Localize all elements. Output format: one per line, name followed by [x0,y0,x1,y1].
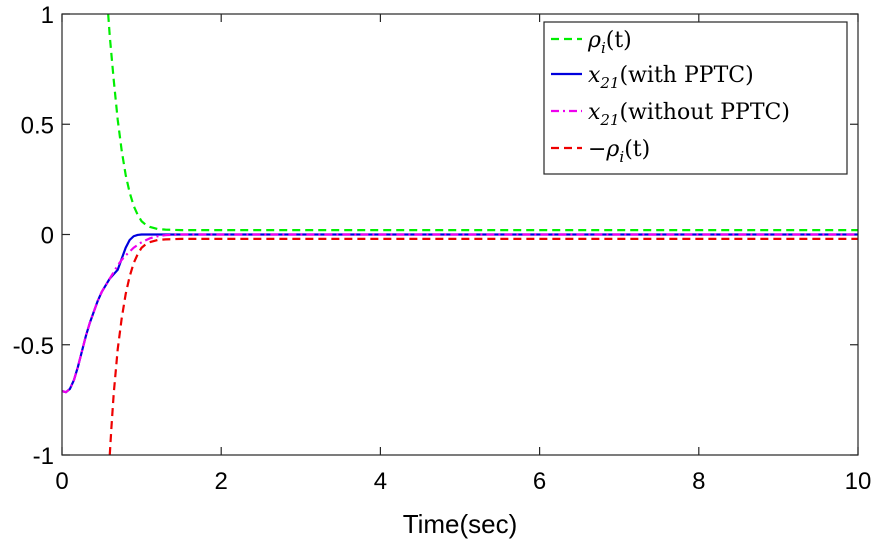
series-group [62,14,858,455]
series-line-x21_without [62,233,858,394]
legend-box [543,21,848,175]
x-tick-label: 8 [692,468,705,495]
x-tick-label: 6 [533,468,546,495]
x-tick-label: 2 [215,468,228,495]
y-tick-label: 1 [41,2,54,29]
legend-label-x21_with: x21(with PPTC) [588,63,754,92]
y-tick-label: 0 [41,223,54,250]
x-axis-title: Time(sec) [403,509,518,539]
x-tick-label: 10 [845,468,872,495]
legend: ρi(t) x21(with PPTC) x21(without PPTC) −ρi(… [543,21,848,175]
y-tick-label: 0.5 [21,112,54,139]
legend-label-neg_rho: −ρi(t) [588,137,650,166]
series-line-neg_rho [108,237,858,455]
y-tick-label: -0.5 [13,333,54,360]
x-tick-label: 4 [374,468,387,495]
legend-label-rho: ρi(t) [587,28,632,57]
tick-labels: 0 2 4 6 8 10 -1 -0.5 0 0.5 1 [13,2,872,495]
series-line-rho [107,14,858,232]
y-tick-label: -1 [33,443,54,470]
legend-label-x21_without: x21(without PPTC) [588,100,790,129]
x-tick-label: 0 [55,468,68,495]
plot-frame [61,13,859,456]
